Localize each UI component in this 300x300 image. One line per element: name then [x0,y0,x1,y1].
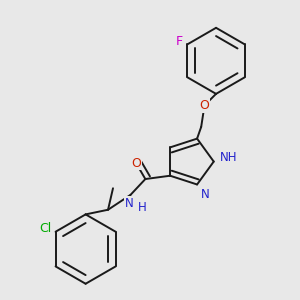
Text: O: O [200,99,209,112]
Text: N: N [201,188,210,201]
Text: O: O [131,157,141,170]
Text: H: H [138,202,146,214]
Text: N: N [124,196,133,209]
Text: F: F [176,35,183,48]
Text: NH: NH [220,151,238,164]
Text: Cl: Cl [40,222,52,235]
